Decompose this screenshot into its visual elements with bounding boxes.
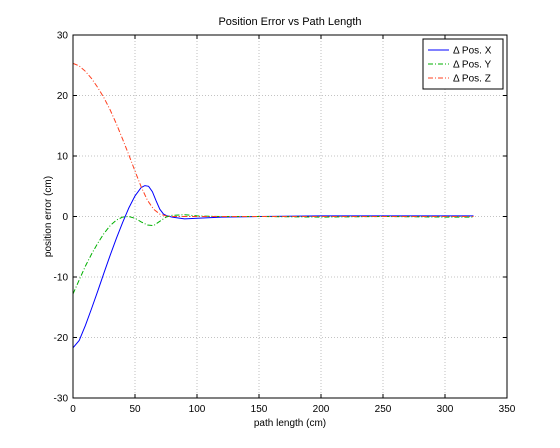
x-tick-label: 0 <box>70 404 76 415</box>
y-axis-label: position error (cm) <box>43 176 54 257</box>
y-tick-label: 20 <box>57 91 69 102</box>
series-line-pos-y <box>72 214 474 295</box>
y-tick-label: -10 <box>54 273 69 284</box>
x-tick-label: 50 <box>129 404 141 415</box>
y-tick-label: 10 <box>57 152 69 163</box>
axis-ticks: 0 50 100 150 200 250 300 350 -30 -20 -10 0 10 20 30 <box>54 31 516 416</box>
y-tick-label: -20 <box>54 333 69 344</box>
legend-label: Δ Pos. Z <box>453 74 491 85</box>
y-tick-label: 0 <box>62 212 68 223</box>
legend: Δ Pos. X Δ Pos. Y Δ Pos. Z <box>422 38 504 90</box>
legend-box <box>422 38 504 90</box>
x-tick-label: 300 <box>437 404 454 415</box>
series-line-pos-x <box>72 185 474 349</box>
legend-label: Δ Pos. Y <box>453 60 492 71</box>
grid <box>73 35 507 398</box>
y-tick-label: -30 <box>54 394 69 405</box>
x-tick-label: 150 <box>251 404 268 415</box>
x-tick-label: 100 <box>189 404 206 415</box>
series-lines <box>72 62 474 349</box>
legend-label: Δ Pos. X <box>453 46 492 57</box>
x-tick-label: 350 <box>499 404 516 415</box>
x-tick-label: 200 <box>313 404 330 415</box>
y-tick-label: 30 <box>57 31 69 42</box>
x-axis-label: path length (cm) <box>254 418 326 429</box>
x-tick-label: 250 <box>375 404 392 415</box>
chart-title: Position Error vs Path Length <box>218 16 361 28</box>
